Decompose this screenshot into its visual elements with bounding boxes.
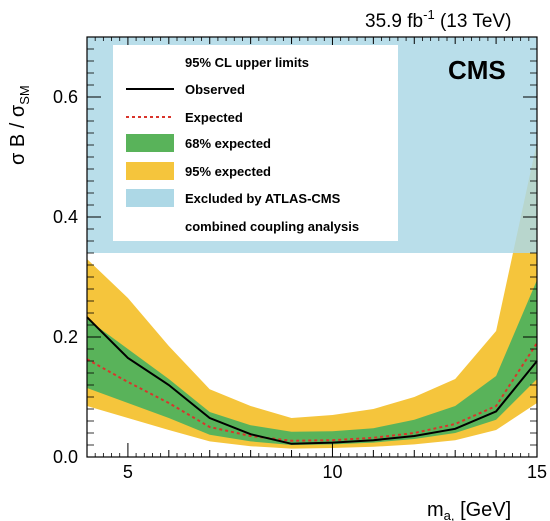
legend-68-swatch <box>126 134 174 152</box>
legend-excluded-swatch <box>126 189 174 207</box>
expected-bands <box>87 142 537 449</box>
x-tick-label: 15 <box>527 462 547 482</box>
y-tick-label: 0.0 <box>53 447 78 467</box>
expected-line <box>86 342 538 442</box>
y-tick-label: 0.2 <box>53 327 78 347</box>
x-axis-title: ma, [GeV] <box>427 499 511 521</box>
x-tick-label: 10 <box>322 462 342 482</box>
lumi-label: 35.9 fb-1 (13 TeV) <box>365 7 511 32</box>
axis-ticks <box>86 36 538 458</box>
legend-excluded-label-line2: combined coupling analysis <box>185 219 359 234</box>
tick-labels: 5 10 15 0.0 0.2 0.4 0.6 <box>53 87 547 482</box>
y-axis-title: σ B / σSM <box>7 85 32 165</box>
legend-header: 95% CL upper limits <box>185 55 309 70</box>
legend-95-swatch <box>126 162 174 180</box>
limit-lines <box>86 316 538 445</box>
y-tick-label: 0.4 <box>53 207 78 227</box>
legend-excluded-label-line1: Excluded by ATLAS-CMS <box>185 191 341 206</box>
experiment-label: CMS <box>448 55 506 85</box>
y-tick-label: 0.6 <box>53 87 78 107</box>
legend-68-label: 68% expected <box>185 136 271 151</box>
observed-line <box>86 316 538 445</box>
legend-expected-label: Expected <box>185 110 243 125</box>
legend-95-label: 95% expected <box>185 164 271 179</box>
legend-observed-label: Observed <box>185 82 245 97</box>
x-tick-label: 5 <box>123 462 133 482</box>
plot-frame <box>86 36 538 458</box>
axes-frame <box>86 36 538 458</box>
